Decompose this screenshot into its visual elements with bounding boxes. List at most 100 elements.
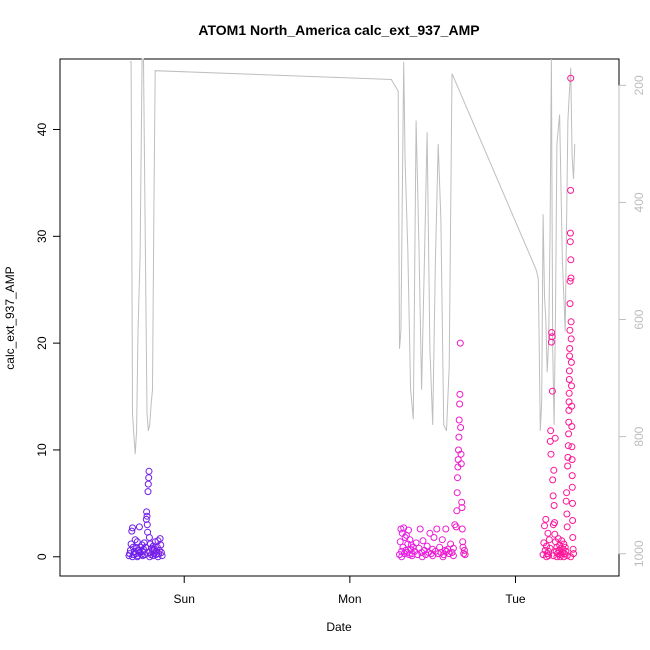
data-point xyxy=(569,517,577,524)
data-point xyxy=(454,474,461,482)
data-point xyxy=(568,382,575,390)
y2-tick-label: 800 xyxy=(632,426,646,446)
data-point xyxy=(565,367,573,375)
data-point xyxy=(568,423,576,430)
data-point xyxy=(448,549,456,556)
data-point xyxy=(545,552,553,560)
data-point xyxy=(139,552,147,560)
x-axis-label: Date xyxy=(326,620,352,634)
data-point xyxy=(129,553,136,561)
data-point xyxy=(455,416,463,424)
data-point xyxy=(145,534,153,541)
data-point xyxy=(455,433,463,441)
data-point xyxy=(143,508,151,516)
data-point xyxy=(423,542,431,550)
data-point xyxy=(567,74,575,82)
data-point xyxy=(566,277,574,285)
data-point xyxy=(453,489,461,497)
data-point xyxy=(457,424,465,431)
data-point xyxy=(149,552,157,560)
data-point xyxy=(544,529,552,537)
data-point xyxy=(565,430,573,438)
data-point xyxy=(439,553,447,561)
data-point xyxy=(457,450,465,458)
data-point xyxy=(157,541,165,549)
data-point xyxy=(567,553,575,561)
data-point xyxy=(550,466,558,474)
data-point xyxy=(560,540,568,548)
x-tick-label: Tue xyxy=(505,592,526,606)
data-point xyxy=(442,525,450,533)
data-point xyxy=(405,526,412,534)
data-point xyxy=(408,552,416,560)
data-point xyxy=(458,525,466,533)
data-point xyxy=(549,492,557,500)
data-point xyxy=(567,274,575,282)
y-tick-label: 0 xyxy=(35,553,49,560)
data-point xyxy=(568,456,576,464)
data-point xyxy=(566,326,574,334)
y-axis: 0 10 20 30 40 xyxy=(35,123,61,560)
data-point xyxy=(569,534,577,541)
y-tick-label: 20 xyxy=(35,336,49,350)
data-point xyxy=(460,550,468,558)
secondary-line-layer xyxy=(129,58,576,455)
data-point xyxy=(396,538,404,546)
x-tick-label: Mon xyxy=(338,592,361,606)
data-point xyxy=(564,442,572,450)
data-point xyxy=(135,523,143,531)
data-point xyxy=(404,540,412,548)
data-point xyxy=(419,537,427,545)
data-point xyxy=(566,352,574,360)
data-point xyxy=(568,443,576,451)
data-point xyxy=(426,529,434,537)
data-point xyxy=(460,546,468,554)
data-point xyxy=(560,553,568,561)
data-point xyxy=(547,338,555,346)
data-point xyxy=(561,543,569,551)
y-tick-label: 40 xyxy=(35,123,49,137)
data-point xyxy=(144,488,152,496)
data-point xyxy=(458,504,466,512)
data-point xyxy=(542,515,550,523)
data-point xyxy=(563,552,571,560)
data-point xyxy=(449,552,457,560)
data-point xyxy=(564,453,572,461)
data-point xyxy=(154,553,162,561)
data-point xyxy=(145,467,153,475)
data-point xyxy=(541,522,548,530)
x-axis: Sun Mon Tue xyxy=(174,575,526,606)
chart-title: ATOM1 North_America calc_ext_937_AMP xyxy=(198,22,479,38)
data-point xyxy=(546,544,554,552)
data-point xyxy=(549,552,557,560)
data-point xyxy=(566,345,574,352)
data-point xyxy=(566,229,574,237)
data-point xyxy=(128,527,136,535)
data-point xyxy=(567,335,575,343)
data-point xyxy=(149,542,157,550)
data-point xyxy=(547,427,555,435)
data-point xyxy=(565,376,573,383)
data-point xyxy=(461,551,469,559)
data-point xyxy=(418,553,426,561)
data-point xyxy=(567,318,575,326)
data-point xyxy=(133,538,141,546)
data-point xyxy=(545,536,553,544)
data-point xyxy=(568,483,576,491)
data-point xyxy=(546,437,554,445)
data-point xyxy=(555,546,563,554)
data-point xyxy=(564,462,572,470)
y-axis-label: calc_ext_937_AMP xyxy=(3,266,17,369)
secondary-series-line xyxy=(129,58,576,455)
data-point xyxy=(550,502,558,509)
data-point xyxy=(568,402,576,410)
data-point xyxy=(453,507,461,515)
data-point xyxy=(433,525,441,533)
data-point xyxy=(566,238,574,246)
data-point xyxy=(158,552,166,560)
data-point xyxy=(551,519,558,527)
data-point xyxy=(567,186,575,194)
y-tick-label: 30 xyxy=(35,229,49,243)
